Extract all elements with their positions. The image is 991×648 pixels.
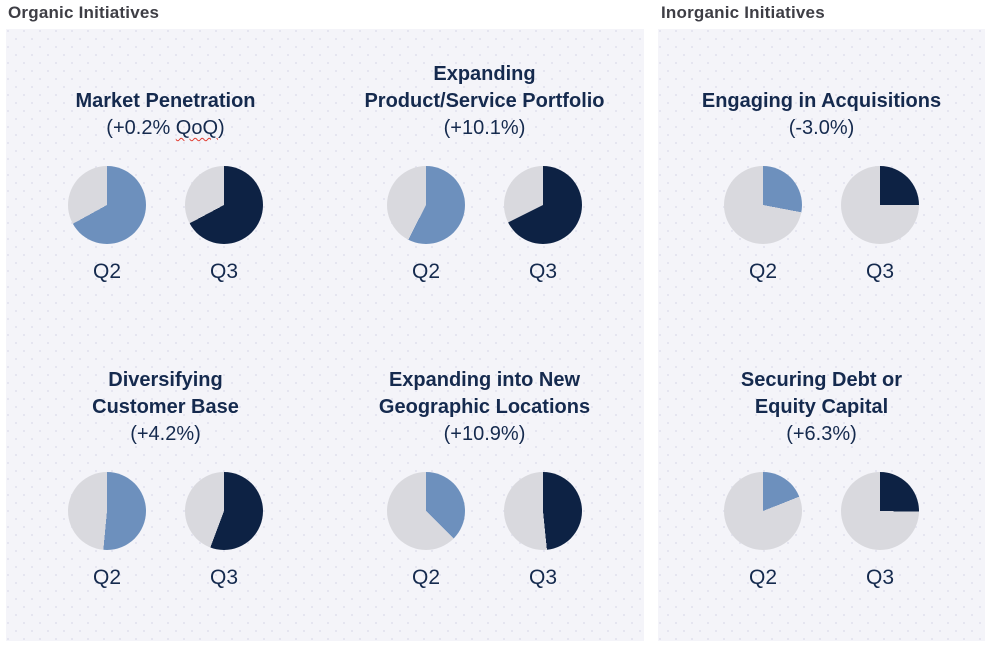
pie-chart-q2 [387,472,465,550]
chart-securing-debt-or-equity-capital: Securing Debt or Equity Capital (+6.3%) … [658,335,985,641]
pie-pair: Q2 Q3 [387,472,582,590]
pie-block-q2: Q2 [387,472,465,590]
pie-block-q2: Q2 [387,166,465,284]
pie-pair: Q2 Q3 [387,166,582,284]
pie-label-q2: Q2 [92,566,121,589]
pie-label-q3: Q3 [209,566,238,589]
inorganic-grid: Engaging in Acquisitions (-3.0%) Q2 Q3 S… [658,29,985,641]
pie-label-q3: Q3 [865,566,894,589]
pie-pair: Q2 Q3 [724,166,919,284]
pie-pair: Q2 Q3 [68,166,263,284]
chart-subtitle: (+4.2%) [130,423,201,445]
pie-chart-q2 [68,472,146,550]
pie-block-q3: Q3 [841,472,919,590]
pie-block-q2: Q2 [68,472,146,590]
pie-chart-q3 [841,166,919,244]
subtitle-text: ) [218,117,225,139]
section-header-organic: Organic Initiatives [8,3,160,22]
chart-title: Market Penetration [75,90,256,112]
pie-label-q3: Q3 [865,260,894,283]
pie-label-q2: Q2 [748,260,777,283]
chart-subtitle: (-3.0%) [788,117,855,139]
chart-title-block: Expanding Product/Service Portfolio (+10… [364,29,604,142]
chart-title: Expanding into New Geographic Locations [378,369,591,418]
pie-label-q2: Q2 [748,566,777,589]
chart-subtitle: (+6.3%) [786,423,857,445]
chart-expanding-new-geographic-locations: Expanding into New Geographic Locations … [325,335,644,641]
spellcheck-underlined-word: QoQ [175,117,219,139]
pie-label-q2: Q2 [411,566,440,589]
pie-chart-q3 [841,472,919,550]
pie-chart-q2 [68,166,146,244]
chart-market-penetration: Market Penetration (+0.2% QoQ) Q2 Q3 [6,29,325,335]
pie-pair: Q2 Q3 [724,472,919,590]
chart-title: Diversifying Customer Base [92,369,239,418]
pie-chart-q2 [724,472,802,550]
chart-title: Engaging in Acquisitions [701,90,942,112]
chart-subtitle: (+0.2% QoQ) [106,115,224,142]
pie-block-q3: Q3 [504,472,582,590]
pie-label-q2: Q2 [411,260,440,283]
pie-block-q2: Q2 [724,166,802,284]
chart-title-block: Diversifying Customer Base (+4.2%) [92,335,239,448]
pie-label-q3: Q3 [528,260,557,283]
pie-block-q3: Q3 [504,166,582,284]
chart-title-block: Market Penetration (+0.2% QoQ) [75,29,255,142]
chart-title-block: Expanding into New Geographic Locations … [379,335,590,448]
chart-subtitle: (+10.9%) [443,423,526,445]
organic-panel: Market Penetration (+0.2% QoQ) Q2 Q3 Exp… [6,29,644,641]
organic-grid: Market Penetration (+0.2% QoQ) Q2 Q3 Exp… [6,29,644,641]
section-header-inorganic: Inorganic Initiatives [661,3,825,22]
pie-chart-q3 [185,166,263,244]
pie-block-q2: Q2 [68,166,146,284]
pie-block-q3: Q3 [841,166,919,284]
pie-label-q3: Q3 [528,566,557,589]
pie-pair: Q2 Q3 [68,472,263,590]
inorganic-panel: Engaging in Acquisitions (-3.0%) Q2 Q3 S… [658,29,985,641]
pie-chart-q3 [185,472,263,550]
pie-chart-q3 [504,166,582,244]
subtitle-text: (+0.2% [106,117,176,139]
chart-engaging-in-acquisitions: Engaging in Acquisitions (-3.0%) Q2 Q3 [658,29,985,335]
chart-title: Securing Debt or Equity Capital [740,369,903,418]
chart-title: Expanding Product/Service Portfolio [364,63,605,112]
pie-block-q3: Q3 [185,166,263,284]
chart-title-block: Securing Debt or Equity Capital (+6.3%) [741,335,902,448]
chart-expanding-product-service-portfolio: Expanding Product/Service Portfolio (+10… [325,29,644,335]
pie-label-q2: Q2 [92,260,121,283]
pie-chart-q2 [387,166,465,244]
chart-diversifying-customer-base: Diversifying Customer Base (+4.2%) Q2 Q3 [6,335,325,641]
pie-block-q2: Q2 [724,472,802,590]
pie-chart-q2 [724,166,802,244]
chart-subtitle: (+10.1%) [443,117,526,139]
pie-label-q3: Q3 [209,260,238,283]
pie-chart-q3 [504,472,582,550]
pie-block-q3: Q3 [185,472,263,590]
chart-title-block: Engaging in Acquisitions (-3.0%) [702,29,941,142]
